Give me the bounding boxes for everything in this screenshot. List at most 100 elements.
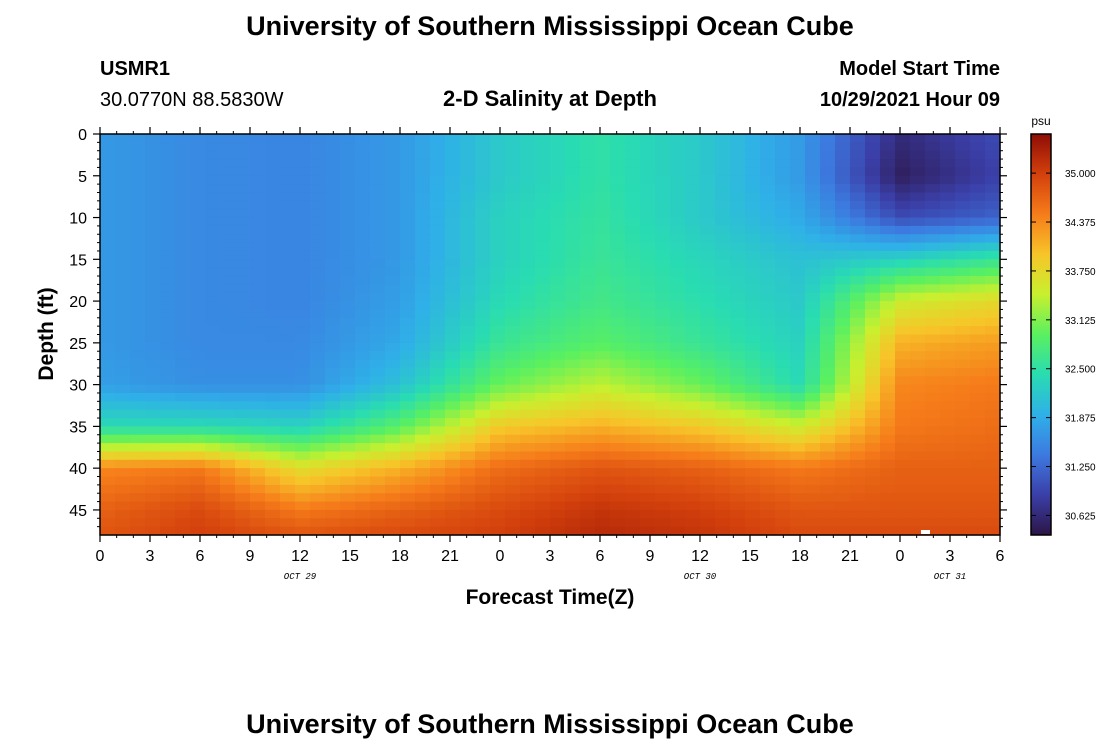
heatmap-cell <box>415 409 431 419</box>
heatmap-cell <box>835 259 851 269</box>
heatmap-cell <box>730 184 746 194</box>
heatmap-cell <box>910 342 926 352</box>
heatmap-cell <box>265 459 281 469</box>
heatmap-cell <box>475 217 491 227</box>
heatmap-cell <box>715 351 731 361</box>
heatmap-cell <box>760 267 776 277</box>
heatmap-cell <box>685 384 701 394</box>
heatmap-cell <box>595 159 611 169</box>
heatmap-cell <box>715 376 731 386</box>
heatmap-cell <box>925 509 941 519</box>
heatmap-cell <box>550 476 566 486</box>
heatmap-cell <box>295 451 311 461</box>
heatmap-cell <box>265 468 281 478</box>
heatmap-cell <box>880 167 896 177</box>
heatmap-cell <box>280 334 296 344</box>
heatmap-cell <box>880 250 896 260</box>
heatmap-cell <box>850 225 866 235</box>
heatmap-cell <box>520 518 536 528</box>
heatmap-cell <box>400 209 416 219</box>
heatmap-cell <box>970 501 986 511</box>
heatmap-cell <box>565 184 581 194</box>
heatmap-cell <box>205 192 221 202</box>
heatmap-cell <box>895 509 911 519</box>
heatmap-cell <box>745 276 761 285</box>
heatmap-cell <box>685 434 701 444</box>
heatmap-cell <box>370 342 386 352</box>
heatmap-cell <box>370 434 386 444</box>
heatmap-cell <box>790 259 806 269</box>
heatmap-cell <box>205 276 221 285</box>
heatmap-cell <box>760 459 776 469</box>
heatmap-cell <box>610 426 626 436</box>
heatmap-cell <box>325 409 341 419</box>
heatmap-cell <box>355 142 371 152</box>
heatmap-cell <box>730 434 746 444</box>
heatmap-cell <box>130 159 146 169</box>
heatmap-cell <box>580 150 596 160</box>
heatmap-cell <box>820 217 836 227</box>
heatmap-cell <box>250 392 266 402</box>
heatmap-cell <box>970 434 986 444</box>
heatmap-cell <box>685 159 701 169</box>
heatmap-cell <box>535 484 551 494</box>
heatmap-cell <box>730 484 746 494</box>
heatmap-cell <box>595 426 611 436</box>
heatmap-cell <box>565 234 581 244</box>
heatmap-cell <box>400 200 416 210</box>
heatmap-cell <box>190 250 206 260</box>
heatmap-cell <box>205 200 221 210</box>
heatmap-cell <box>115 276 131 285</box>
heatmap-cell <box>145 284 161 294</box>
heatmap-cell <box>745 334 761 344</box>
heatmap-cell <box>685 334 701 344</box>
heatmap-cell <box>160 167 176 177</box>
heatmap-cell <box>985 134 1001 143</box>
heatmap-cell <box>295 367 311 377</box>
heatmap-cell <box>265 142 281 152</box>
heatmap-cell <box>385 409 401 419</box>
heatmap-cell <box>535 451 551 461</box>
heatmap-cell <box>490 192 506 202</box>
heatmap-cell <box>610 509 626 519</box>
heatmap-cell <box>355 234 371 244</box>
heatmap-cell <box>400 284 416 294</box>
heatmap-cell <box>850 142 866 152</box>
heatmap-cell <box>610 409 626 419</box>
heatmap-cell <box>250 142 266 152</box>
heatmap-cell <box>415 493 431 503</box>
heatmap-cell <box>265 276 281 285</box>
heatmap-cell <box>145 443 161 453</box>
heatmap-cell <box>655 367 671 377</box>
heatmap-cell <box>745 242 761 252</box>
heatmap-cell <box>100 384 116 394</box>
heatmap-cell <box>580 367 596 377</box>
heatmap-cell <box>940 200 956 210</box>
heatmap-cell <box>790 267 806 277</box>
heatmap-cell <box>490 426 506 436</box>
heatmap-cell <box>925 184 941 194</box>
heatmap-cell <box>970 250 986 260</box>
heatmap-cell <box>700 292 716 302</box>
heatmap-cell <box>235 192 251 202</box>
heatmap-cell <box>205 384 221 394</box>
heatmap-cell <box>325 501 341 511</box>
heatmap-cell <box>385 184 401 194</box>
heatmap-cell <box>580 468 596 478</box>
heatmap-cell <box>235 351 251 361</box>
heatmap-cell <box>655 167 671 177</box>
heatmap-cell <box>505 426 521 436</box>
heatmap-cell <box>580 493 596 503</box>
heatmap-cell <box>535 309 551 319</box>
heatmap-cell <box>445 526 461 536</box>
heatmap-cell <box>730 292 746 302</box>
heatmap-cell <box>220 509 236 519</box>
heatmap-cell <box>190 150 206 160</box>
heatmap-cell <box>250 309 266 319</box>
heatmap-cell <box>745 509 761 519</box>
heatmap-cell <box>835 317 851 327</box>
heatmap-cell <box>910 250 926 260</box>
heatmap-cell <box>355 134 371 143</box>
heatmap-cell <box>145 334 161 344</box>
heatmap-cell <box>475 392 491 402</box>
